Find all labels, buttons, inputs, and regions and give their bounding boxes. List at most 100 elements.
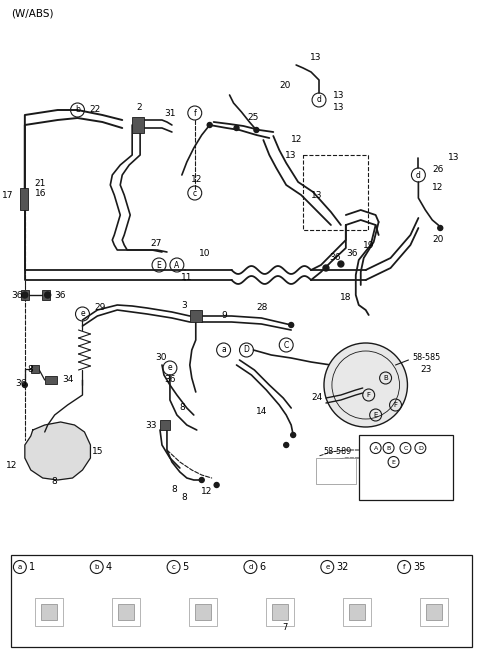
Text: 24: 24 [311, 394, 322, 403]
Circle shape [22, 292, 28, 298]
Circle shape [23, 383, 27, 388]
Text: 7: 7 [282, 623, 288, 632]
Bar [420, 597, 447, 626]
Circle shape [207, 122, 212, 128]
Text: C: C [403, 445, 408, 451]
Text: F: F [367, 392, 371, 398]
Bar [195, 603, 211, 620]
Text: 26: 26 [432, 166, 444, 174]
Circle shape [323, 265, 329, 271]
Bar [343, 597, 371, 626]
Text: 3: 3 [181, 301, 187, 310]
Text: 8: 8 [52, 477, 58, 487]
Text: 36: 36 [15, 379, 26, 388]
Bar [41, 603, 57, 620]
Text: 32: 32 [336, 562, 348, 572]
Bar [42, 290, 50, 300]
Bar [316, 458, 356, 484]
Text: 17: 17 [2, 191, 14, 200]
Text: 18: 18 [340, 293, 351, 303]
Text: 36: 36 [346, 248, 357, 257]
Text: E: E [392, 460, 396, 464]
Circle shape [338, 261, 344, 267]
Bar [112, 597, 140, 626]
Text: 15: 15 [93, 447, 104, 457]
Text: f: f [403, 564, 406, 570]
Bar [20, 188, 28, 210]
Polygon shape [25, 422, 90, 480]
Text: 35: 35 [413, 562, 425, 572]
Text: 20: 20 [432, 236, 444, 244]
Text: d: d [416, 170, 421, 179]
Text: b: b [95, 564, 99, 570]
Text: A: A [174, 261, 180, 269]
Text: F: F [394, 402, 397, 408]
Bar [160, 420, 170, 430]
Circle shape [438, 225, 443, 231]
Circle shape [199, 477, 204, 483]
Bar [349, 603, 365, 620]
Text: f: f [193, 109, 196, 117]
Bar [36, 597, 63, 626]
Text: 36: 36 [329, 253, 340, 263]
Text: E: E [373, 412, 378, 418]
Text: 5: 5 [182, 562, 189, 572]
Circle shape [288, 322, 294, 328]
Text: 13: 13 [448, 153, 460, 162]
Text: 14: 14 [256, 407, 268, 417]
Text: c: c [192, 189, 197, 198]
Text: 2: 2 [136, 103, 142, 113]
Text: (W/ABS): (W/ABS) [11, 9, 53, 19]
Text: 58-585: 58-585 [412, 352, 441, 362]
Text: 25: 25 [248, 113, 259, 122]
Text: 22: 22 [89, 105, 101, 115]
Text: 20: 20 [279, 81, 290, 90]
Text: 21: 21 [35, 179, 46, 187]
Text: 10: 10 [199, 250, 210, 259]
Text: 12: 12 [290, 136, 302, 145]
Bar [11, 555, 472, 647]
Text: E: E [156, 261, 161, 269]
Bar [31, 365, 39, 373]
Text: 12: 12 [5, 460, 17, 470]
Text: d: d [317, 96, 322, 105]
Bar [359, 435, 453, 500]
Circle shape [324, 343, 408, 427]
Text: 28: 28 [256, 303, 268, 312]
Text: c: c [172, 564, 176, 570]
Text: B: B [383, 375, 388, 381]
Text: 1: 1 [29, 562, 35, 572]
Text: 36: 36 [55, 291, 66, 299]
Bar [272, 603, 288, 620]
Text: 11: 11 [181, 274, 192, 282]
Text: 30: 30 [156, 354, 167, 362]
Circle shape [254, 128, 259, 132]
Text: 13: 13 [311, 191, 323, 200]
Text: 27: 27 [150, 240, 161, 248]
Text: 8: 8 [171, 485, 177, 495]
Text: C: C [284, 341, 289, 350]
Text: B: B [386, 445, 391, 451]
Circle shape [291, 432, 296, 438]
Text: 8: 8 [181, 493, 187, 502]
Text: 19: 19 [363, 240, 374, 250]
Bar [190, 310, 202, 322]
Text: 31: 31 [164, 109, 176, 117]
Text: 6: 6 [259, 562, 265, 572]
Text: D: D [243, 345, 250, 354]
Text: 13: 13 [286, 151, 297, 160]
Text: 13: 13 [310, 54, 322, 62]
Bar [45, 376, 57, 384]
Text: 58-589: 58-589 [323, 447, 351, 457]
Circle shape [45, 292, 51, 298]
Text: a: a [221, 345, 226, 354]
Bar [426, 603, 442, 620]
Text: 12: 12 [201, 487, 212, 496]
Bar [118, 603, 134, 620]
Text: 12: 12 [191, 176, 203, 185]
Text: e: e [325, 564, 329, 570]
Text: d: d [248, 564, 252, 570]
Text: 23: 23 [420, 365, 432, 375]
Text: 29: 29 [95, 303, 106, 312]
Text: 9: 9 [222, 310, 228, 320]
